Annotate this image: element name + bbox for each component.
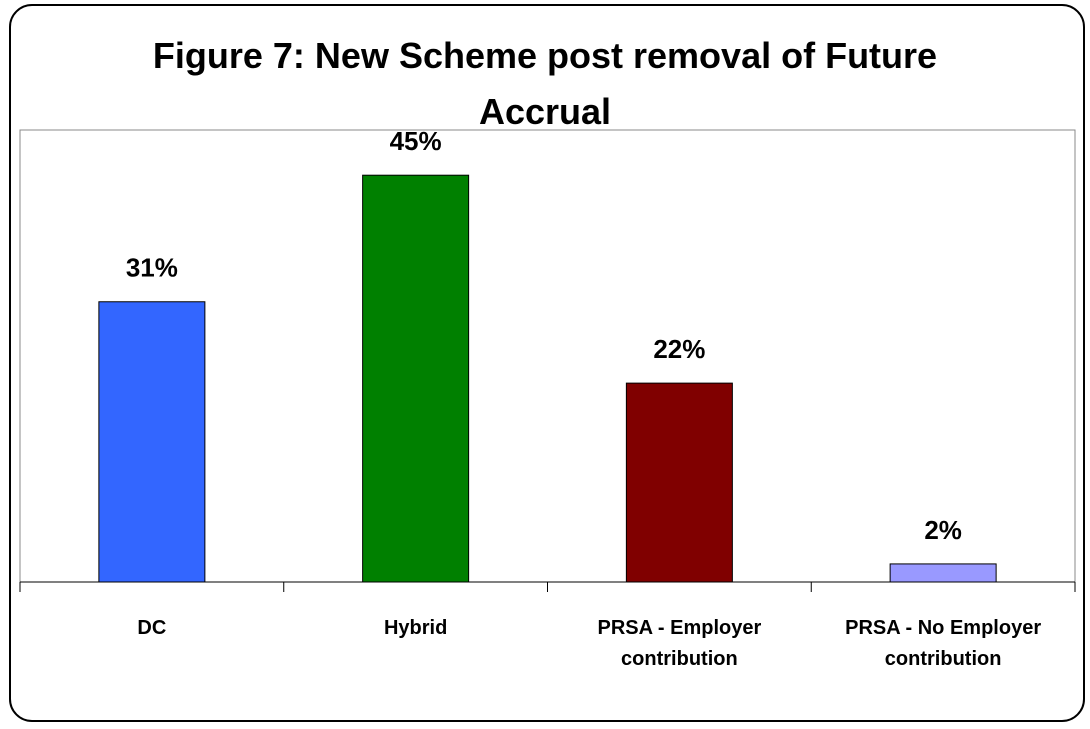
x-tick-label: PRSA - Employer contribution [597, 617, 762, 670]
x-tick-label: PRSA - No Employer contribution [845, 617, 1042, 670]
bar [625, 382, 733, 583]
data-label: 31% [126, 253, 178, 283]
data-label: 2% [924, 515, 962, 545]
bar [889, 563, 997, 583]
bar [98, 301, 206, 583]
x-tick-label: DC [137, 617, 167, 639]
data-label: 22% [653, 334, 705, 364]
data-label: 45% [390, 126, 442, 156]
x-tick-label: Hybrid [383, 617, 448, 639]
chart-title: Figure 7: New Scheme post removal of Fut… [152, 35, 938, 132]
bar [362, 174, 470, 583]
